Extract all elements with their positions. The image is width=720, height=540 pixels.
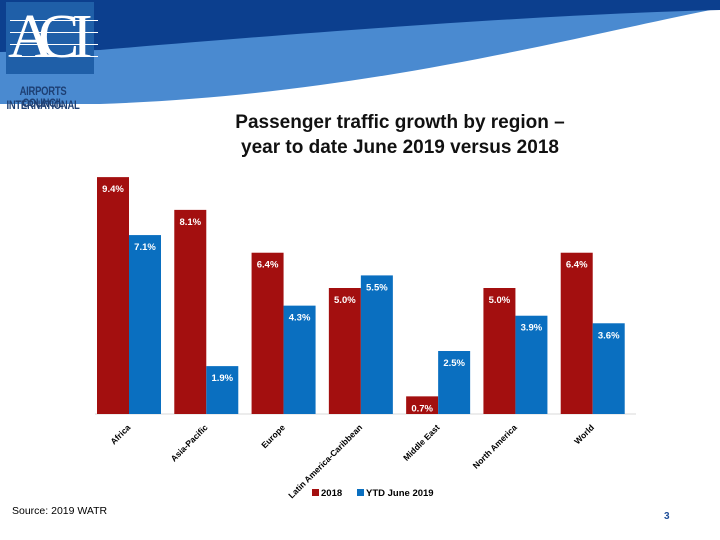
data-label-ytd-2019-5: 3.9% — [521, 323, 543, 334]
category-label-6: World — [572, 422, 596, 446]
legend-label-ytd-2019: YTD June 2019 — [366, 488, 434, 499]
bar-2018-3 — [328, 288, 361, 414]
chart-title: Passenger traffic growth by region – yea… — [160, 110, 640, 160]
logo-name-line1: AIRPORTS COUNCIL — [19, 86, 67, 110]
chart-title-line1: Passenger traffic growth by region – — [235, 112, 565, 133]
bar-2018-4 — [406, 396, 439, 414]
header-banner — [0, 0, 720, 104]
logo-letter-a: A — [8, 3, 53, 71]
data-label-ytd-2019-0: 7.1% — [134, 242, 156, 253]
data-label-2018-1: 8.1% — [179, 217, 201, 228]
banner-dark-swoosh — [0, 0, 720, 52]
chart-title-line2: year to date June 2019 versus 2018 — [241, 137, 559, 158]
data-label-2018-0: 9.4% — [102, 184, 124, 195]
bar-2018-5 — [483, 288, 516, 414]
legend-label-2018: 2018 — [321, 488, 342, 499]
bar-ytd-2019-0 — [129, 235, 161, 414]
source-note: Source: 2019 WATR — [12, 505, 108, 517]
data-label-ytd-2019-2: 4.3% — [289, 313, 311, 324]
data-label-2018-2: 6.4% — [257, 260, 279, 271]
category-label-1: Asia-Pacific — [169, 422, 210, 463]
bar-2018-0 — [97, 177, 129, 414]
bar-ytd-2019-4 — [438, 351, 471, 414]
data-label-ytd-2019-3: 5.5% — [366, 282, 388, 293]
data-label-2018-4: 0.7% — [411, 403, 433, 414]
data-label-ytd-2019-4: 2.5% — [443, 358, 465, 369]
data-label-ytd-2019-1: 1.9% — [211, 373, 233, 384]
page-number: 3 — [664, 511, 670, 522]
category-label-2: Europe — [259, 422, 287, 450]
data-label-2018-3: 5.0% — [334, 295, 356, 306]
bar-2018-6 — [560, 252, 593, 414]
bar-ytd-2019-5 — [515, 315, 548, 414]
bar-ytd-2019-3 — [360, 275, 393, 414]
aci-logo-mark: A C I — [6, 2, 98, 74]
bar-2018-1 — [174, 209, 207, 414]
logo-letter-i: I — [72, 3, 93, 71]
bar-ytd-2019-6 — [592, 323, 625, 414]
data-label-ytd-2019-6: 3.6% — [598, 330, 620, 341]
category-label-5: North America — [471, 422, 519, 470]
category-label-0: Africa — [108, 422, 132, 446]
category-label-4: Middle East — [401, 422, 442, 463]
data-label-2018-5: 5.0% — [489, 295, 511, 306]
aci-logo: A C I AIRPORTS COUNCIL INTERNATIONAL — [2, 0, 98, 118]
bar-ytd-2019-1 — [206, 366, 239, 414]
logo-name-line2: INTERNATIONAL — [6, 100, 80, 112]
legend-swatch-2018 — [312, 489, 319, 496]
logo-letter-c: C — [38, 3, 80, 71]
data-label-2018-6: 6.4% — [566, 260, 588, 271]
legend-swatch-ytd-2019 — [357, 489, 364, 496]
bar-2018-2 — [251, 252, 284, 414]
bar-ytd-2019-2 — [283, 305, 316, 414]
